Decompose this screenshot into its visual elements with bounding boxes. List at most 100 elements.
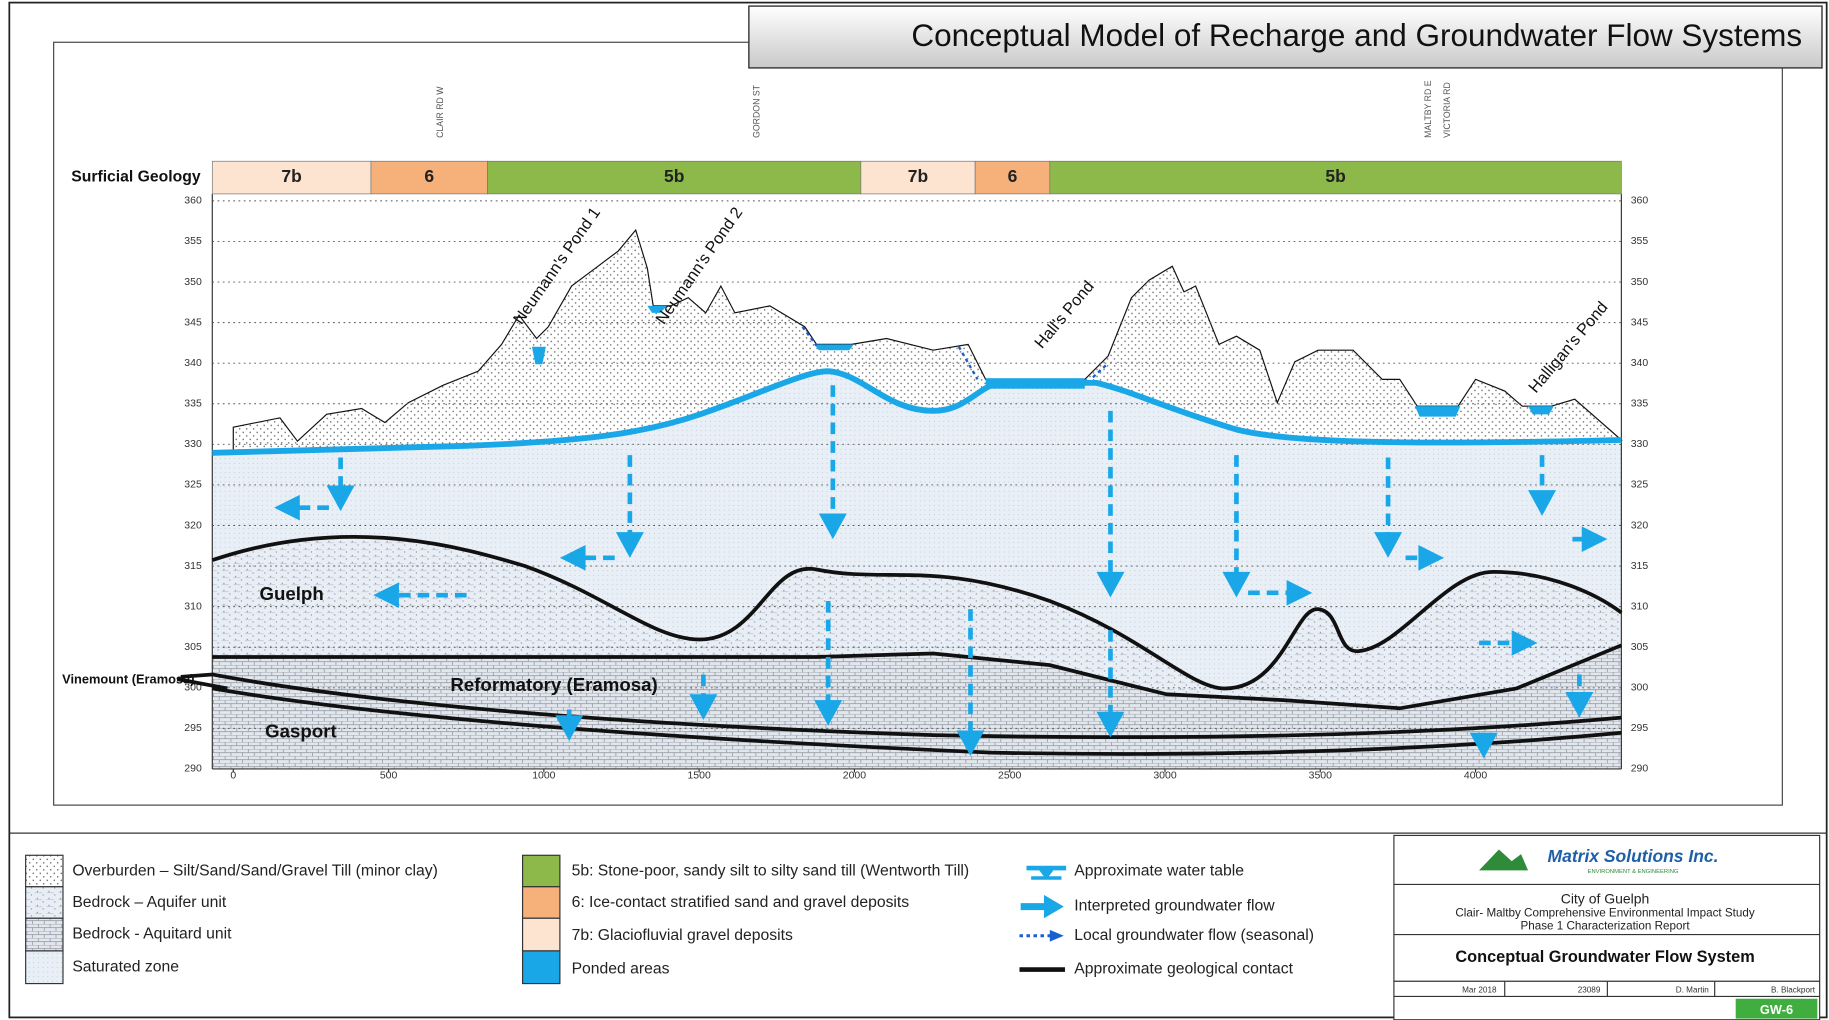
flow-arrow-head [1581,526,1608,552]
local-flow [1089,364,1107,381]
flow-arrows [274,326,1608,759]
geology-label: 7b [908,166,928,186]
guelph-contact [211,535,1623,691]
title-block: Matrix Solutions Inc. ENVIRONMENT & ENGI… [1393,834,1821,1020]
legend-text: 6: Ice-contact stratified sand and grave… [572,894,910,911]
gasport-contact [180,672,1622,740]
flow-arrow-head [1374,532,1403,558]
geology-label: 6 [1008,166,1018,186]
flow-arrow-head [1511,630,1538,656]
flow-arrow-head [818,513,847,540]
geology-segment [487,160,862,195]
flow-arrow-head [373,582,399,608]
flow-arrow-head [1096,711,1125,738]
geology-segment [370,160,488,195]
legend-icon [1049,929,1064,942]
legend-text: Overburden – Silt/Sand/Sand/Gravel Till … [72,863,438,880]
legend-swatch [25,886,64,919]
unit-label: Vinemount (Eramosa) [62,672,194,687]
flow-arrow-head [326,485,355,512]
y-tick-label: 290 [184,764,202,775]
legend-swatch [521,950,561,985]
x-tick-label: 1000 [532,771,555,782]
submitter: D. Martin [1676,986,1709,995]
unit-label: Gasport [265,721,337,742]
legend-icon [1020,894,1064,919]
company: Matrix Solutions Inc. [1548,846,1719,866]
y-tick-label: 330 [1631,439,1649,450]
pond [1414,406,1461,417]
legend-text: Bedrock – Aquifer unit [72,894,227,911]
y-tick-label: 355 [1631,236,1649,247]
legend-text: Approximate water table [1074,863,1244,880]
road-label: VICTORIA RD [1442,82,1452,138]
reviewer: B. Blackport [1771,986,1816,995]
y-tick-label: 300 [184,683,202,694]
unit-label: Reformatory (Eramosa) [450,674,657,695]
road-label: CLAIR RD W [435,86,445,138]
legend-text: 7b: Glaciofluvial gravel deposits [572,927,793,944]
unit-label: Guelph [259,583,323,604]
geological-contacts [176,535,1623,756]
y-tick-label: 330 [184,439,202,450]
y-tick-label: 290 [1631,764,1649,775]
x-tick-label: 4000 [1464,771,1487,782]
legend-text: Bedrock - Aquitard unit [72,926,232,943]
road-label: GORDON ST [751,84,761,138]
x-tick-label: 1500 [687,771,710,782]
lower-contact [211,686,1622,756]
vinemount-pointer [176,677,228,691]
flow-arrow-head [555,715,584,741]
aquifer-unit [212,536,1622,709]
flow-arrow-head [559,544,586,571]
grid: 290 290 295 295 300 300 305 305 310 310 315 315 320 3… [184,193,1649,782]
y-tick-label: 340 [184,358,202,369]
y-tick-label: 300 [1631,683,1649,694]
x-tick-label: 3500 [1309,771,1332,782]
geology-label: 7b [281,166,301,186]
y-tick-label: 335 [1631,399,1649,410]
flow-arrow-head [689,694,718,720]
surficial-label: Surficial Geology [71,169,201,186]
y-tick-label: 305 [184,642,202,653]
y-tick-label: 345 [184,317,202,328]
flow-arrow-head [615,532,644,558]
x-tick-label: 3000 [1153,771,1176,782]
y-tick-label: 345 [1631,317,1649,328]
flow-arrow-head [1222,571,1251,598]
x-tick-label: 500 [380,771,398,782]
legend-swatch [25,950,64,985]
flow-arrow-head [1286,579,1313,606]
pond [531,346,546,365]
legend-text: Interpreted groundwater flow [1074,898,1275,915]
flow-arrow-head [1469,732,1498,759]
y-tick-label: 325 [1631,480,1649,491]
y-tick-label: 360 [184,196,202,207]
pond [1528,406,1554,415]
y-tick-label: 360 [1631,196,1649,207]
saturated-zone [212,371,1622,689]
x-tick-label: 2000 [843,771,866,782]
date: Mar 2018 [1462,986,1497,995]
pond [814,344,854,351]
legend-swatch [25,854,64,888]
legend-text: Approximate geological contact [1074,961,1293,978]
flow-arrow-head [956,730,985,757]
geology-label: 5b [664,166,684,186]
company-tagline: ENVIRONMENT & ENGINEERING [1588,869,1679,875]
geology-segment [860,160,976,195]
flow-arrow-head [1528,490,1557,516]
y-tick-label: 295 [1631,723,1649,734]
figure-title: Conceptual Groundwater Flow System [1455,948,1754,966]
aquitard-unit [212,645,1622,769]
flow-arrow-head [1565,691,1594,718]
y-tick-label: 355 [184,236,202,247]
report: Phase 1 Characterization Report [1520,920,1690,933]
local-flow [957,346,979,380]
y-tick-label: 335 [184,399,202,410]
ponds [531,305,1554,417]
legend-swatch [521,886,561,919]
y-tick-label: 320 [1631,520,1649,531]
legend-swatch [521,917,561,952]
study: Clair- Maltby Comprehensive Environmenta… [1455,907,1754,920]
